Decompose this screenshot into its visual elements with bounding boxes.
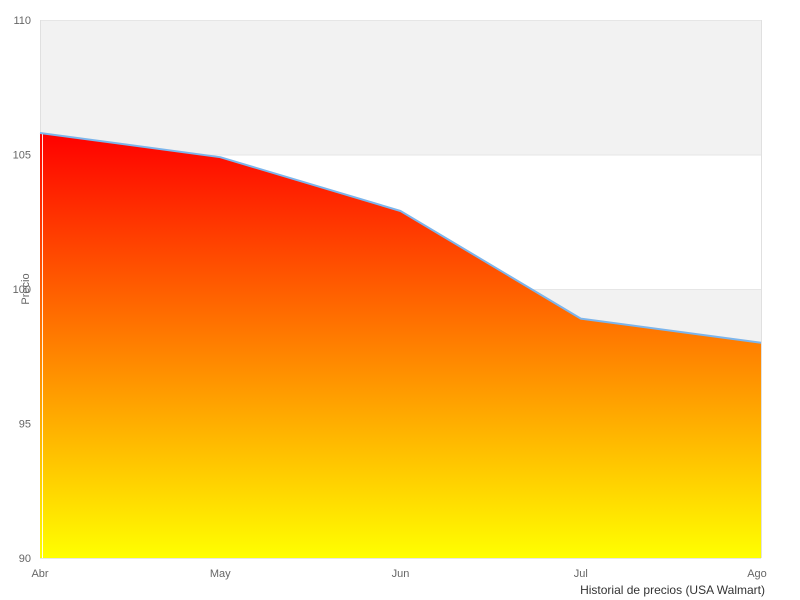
- y-tick-label: 110: [13, 15, 31, 27]
- y-axis-band: [40, 20, 761, 155]
- y-tick-label: 90: [19, 553, 31, 565]
- x-tick-label: Jul: [574, 568, 588, 580]
- x-tick-label: Jun: [392, 568, 410, 580]
- area-series: [40, 132, 761, 559]
- y-tick-label: 105: [13, 150, 31, 162]
- x-tick-label: Ago: [747, 568, 767, 580]
- series-line: [39, 131, 762, 344]
- x-tick-label: Abr: [31, 568, 48, 580]
- y-tick-label: 100: [13, 284, 31, 296]
- chart-caption: Historial de precios (USA Walmart): [580, 583, 765, 597]
- y-tick-label: 95: [19, 419, 31, 431]
- y-axis-title: Precio: [20, 273, 32, 305]
- x-tick-label: May: [210, 568, 231, 580]
